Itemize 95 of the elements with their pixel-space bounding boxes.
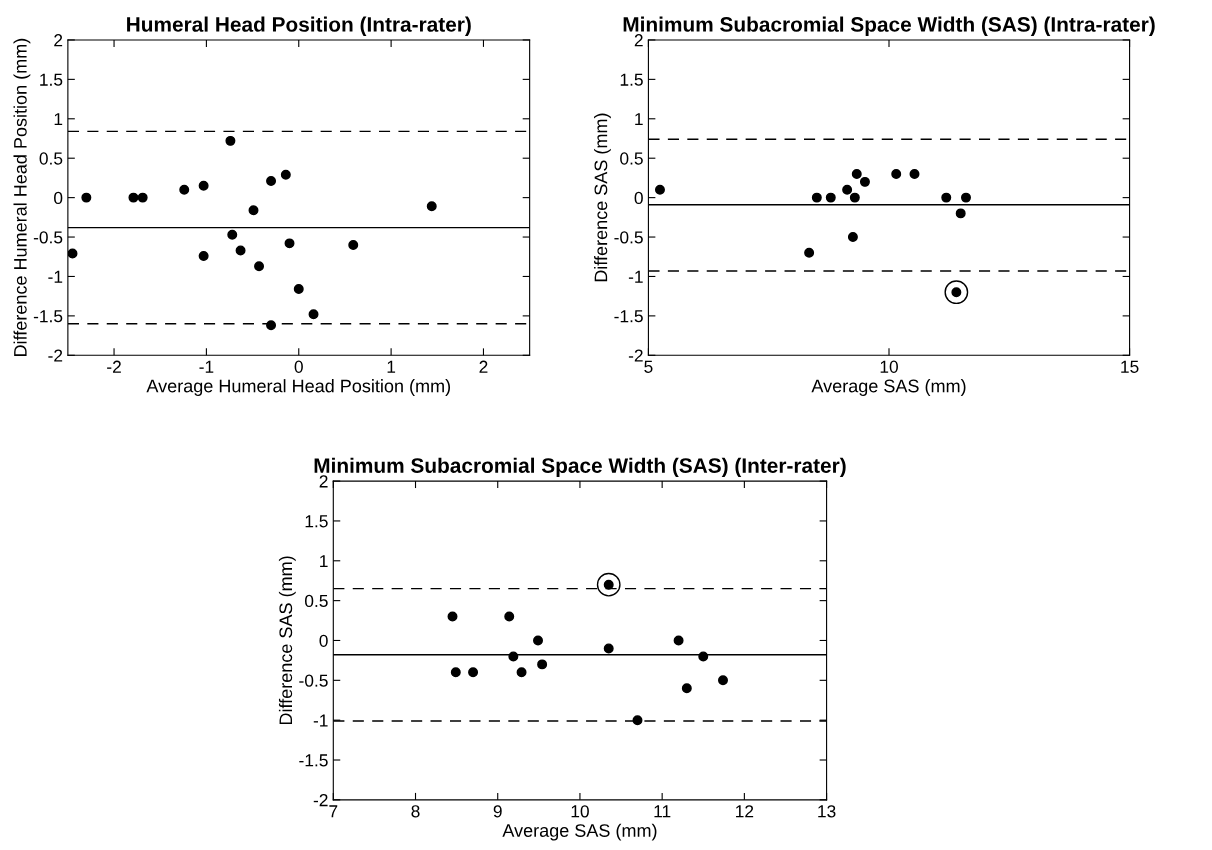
y-tick-label: 1.5 [305,515,328,528]
point [468,667,479,678]
x-tick-label: 12 [736,805,754,818]
y-tick-label: 0.5 [304,594,328,608]
point [198,250,209,261]
point [891,168,902,179]
point [847,232,858,243]
x-axis-title: Average Humeral Head Position (mm) [146,379,451,396]
x-tick-label: 1 [387,360,396,373]
y-tick-label: 1.5 [40,73,63,86]
y-tick-label: 2 [54,34,63,47]
y-tick-label: 1 [635,113,643,126]
x-tick-label: 10 [571,805,589,818]
y-tick-label: 0 [634,191,643,205]
chart-title: Humeral Head Position (Intra-rater) [127,16,471,36]
y-tick-label: -1.5 [299,754,328,767]
y-tick-label: -2 [48,349,63,362]
x-tick-label: 8 [411,805,420,818]
y-tick-label: -1 [313,714,328,727]
y-tick-label: 1 [320,555,328,568]
x-tick-label: 5 [644,360,653,373]
point [426,201,437,212]
y-tick-label: 0.5 [39,152,63,165]
point [632,715,643,726]
x-tick-label: -2 [107,360,121,373]
point [137,192,148,203]
x-tick-label: 15 [1121,360,1139,373]
point [225,135,236,146]
y-tick-label: -1.5 [614,310,643,323]
point [654,184,665,195]
point [533,635,543,646]
x-axis-title: Average SAS (mm) [502,823,657,841]
y-axis-title: Difference Humeral Head Position (mm) [13,38,31,357]
point [681,683,692,694]
point [516,667,527,678]
y-tick-label: 1.5 [620,73,643,86]
y-tick-label: -1 [48,270,63,283]
point [811,192,822,203]
y-tick-label: 0 [54,191,63,205]
y-tick-label: 0.5 [620,152,643,165]
point [284,238,295,249]
point [266,320,277,331]
x-tick-label: 13 [818,805,836,818]
y-tick-label: -0.5 [614,231,643,244]
point [81,192,92,203]
point [179,184,190,195]
point [673,635,684,646]
point [825,192,836,203]
point [537,659,548,670]
point [348,239,359,250]
point [508,651,519,662]
point [603,643,614,654]
y-tick-label: -1.5 [33,310,63,323]
x-tick-label: 11 [654,805,671,818]
point [909,168,920,179]
point [67,248,78,259]
y-tick-label: 1 [54,113,63,126]
point [254,261,265,272]
point [447,611,458,622]
point [851,168,862,179]
point [718,675,728,686]
point [504,611,515,622]
point [849,192,860,203]
x-tick-label: 2 [479,360,488,373]
point [698,651,709,662]
y-tick-label: -1 [628,270,643,283]
point [235,245,246,256]
point [804,247,815,258]
y-tick-label: 0 [319,634,328,647]
point [450,667,461,678]
point [227,229,238,240]
y-tick-label: -2 [628,349,643,362]
y-tick-label: -0.5 [33,231,63,244]
y-tick-label: -2 [313,794,328,807]
point [859,176,870,187]
point [280,169,291,180]
point [842,184,853,195]
point [941,192,952,203]
y-axis-title: Difference SAS (mm) [278,556,296,725]
y-tick-label: 2 [634,34,643,47]
x-tick-label: 9 [493,805,502,818]
x-tick-label: 10 [880,360,898,373]
y-axis-title: Difference SAS (mm) [594,113,611,282]
point [293,284,304,295]
point [128,192,139,203]
y-tick-label: -0.5 [299,674,328,687]
x-tick-label: -1 [199,360,214,373]
point [248,205,259,216]
x-axis-title: Average SAS (mm) [811,379,966,396]
point [955,208,966,219]
point [198,180,209,191]
point [961,192,971,203]
x-tick-label: 7 [329,805,338,818]
point [308,309,319,320]
point [266,176,277,187]
